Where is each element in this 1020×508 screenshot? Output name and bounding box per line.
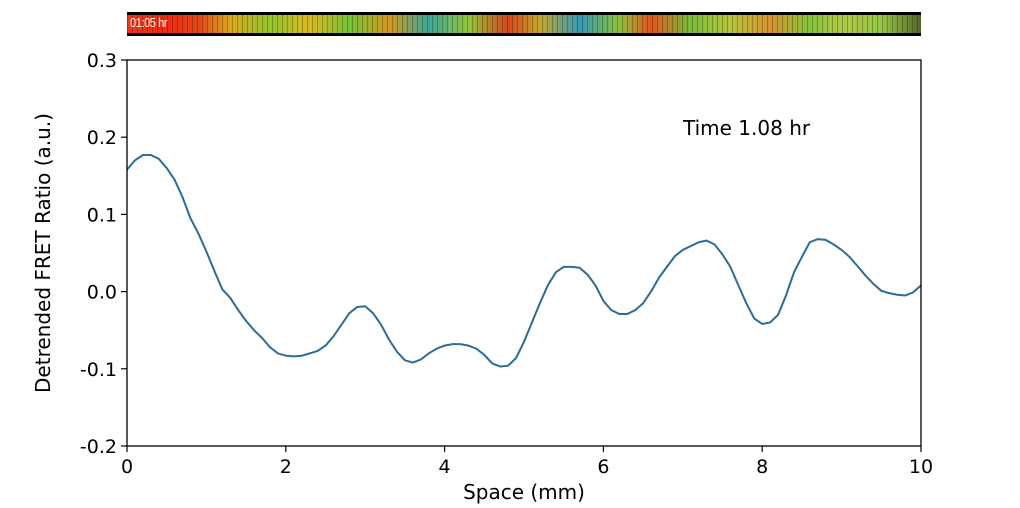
time-annotation: Time 1.08 hr [682, 116, 811, 140]
x-tick-label: 6 [597, 456, 609, 478]
y-tick-label: -0.1 [80, 359, 117, 381]
x-tick-label: 4 [439, 456, 451, 478]
x-axis: 0 2 4 6 8 10 [121, 446, 933, 478]
y-tick-label: 0.0 [87, 282, 117, 304]
y-axis: 0.3 0.2 0.1 0.0 -0.1 -0.2 [80, 50, 127, 458]
y-tick-label: 0.3 [87, 50, 117, 72]
image-texture [127, 15, 921, 33]
strip-timestamp: 01:05 hr [130, 15, 168, 30]
y-axis-label: Detrended FRET Ratio (a.u.) [31, 113, 55, 393]
plot-frame [126, 59, 922, 447]
timelapse-image-strip: 01:05 hr [127, 12, 921, 36]
x-tick-label: 0 [121, 456, 133, 478]
y-tick-label: -0.2 [80, 436, 117, 458]
y-tick-label: 0.2 [87, 127, 117, 149]
x-tick-label: 2 [280, 456, 292, 478]
series-line [126, 154, 922, 368]
x-tick-label: 8 [756, 456, 768, 478]
x-tick-label: 10 [909, 456, 933, 478]
y-tick-label: 0.1 [87, 204, 117, 226]
fret-ratio-image [127, 15, 921, 33]
x-axis-label: Space (mm) [463, 480, 585, 504]
